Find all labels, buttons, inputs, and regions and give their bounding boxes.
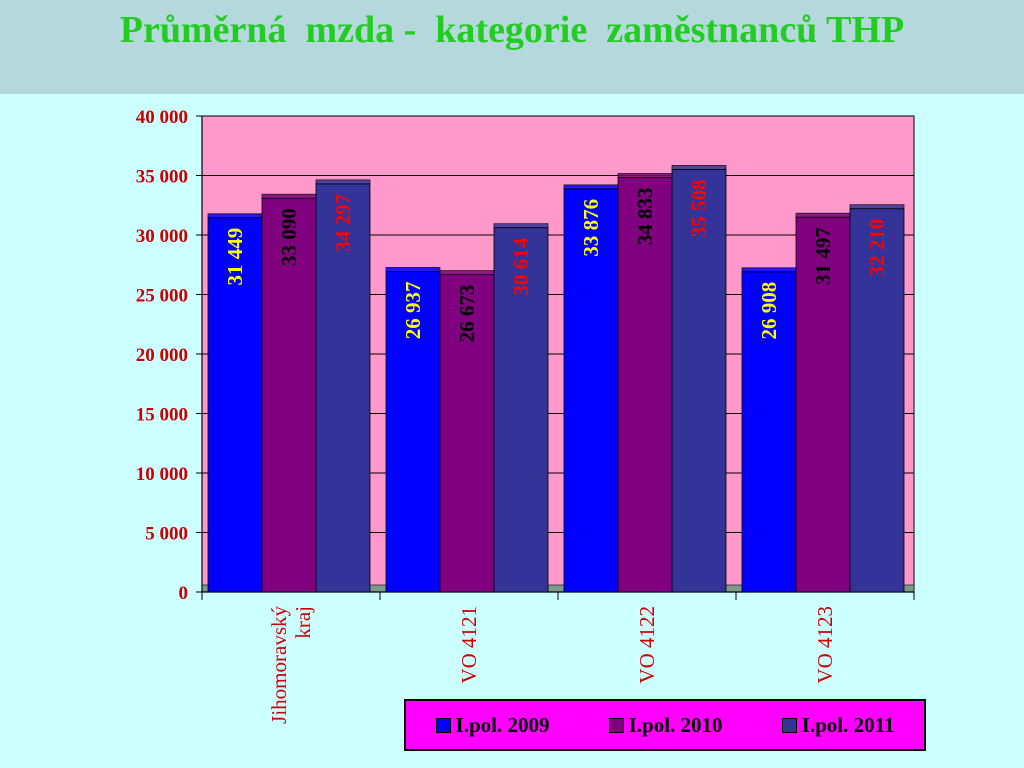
y-tick-label: 40 000 <box>136 107 188 128</box>
bar-2-1 <box>493 227 549 593</box>
bar-top-1-1 <box>439 270 495 275</box>
bar-top-2-0 <box>315 179 371 185</box>
y-tick-label: 20 000 <box>136 345 188 366</box>
bar-top-2-1 <box>493 223 549 229</box>
data-label: 33 090 <box>277 208 301 266</box>
y-tick-label: 15 000 <box>136 405 188 426</box>
legend-swatch-2011 <box>781 717 797 733</box>
x-category-label: VO 4121 <box>457 606 481 684</box>
legend-item-2011: I.pol. 2011 <box>781 712 895 738</box>
x-category-label: Jihomoravskýkraj <box>267 606 315 724</box>
bar-1-3 <box>795 216 851 593</box>
bar-0-0 <box>207 217 263 593</box>
bar-top-0-1 <box>385 267 441 272</box>
bar-0-1 <box>385 271 441 593</box>
data-label: 35 508 <box>687 179 711 237</box>
bar-2-2 <box>671 169 727 593</box>
data-label: 26 673 <box>455 285 479 343</box>
y-tick-label: 35 000 <box>136 167 188 188</box>
bar-top-0-2 <box>563 184 619 190</box>
y-tick-label: 10 000 <box>136 464 188 485</box>
x-category-label-line: VO 4123 <box>813 606 837 684</box>
data-label: 34 297 <box>331 194 355 252</box>
legend-item-2010: I.pol. 2010 <box>608 712 723 738</box>
bar-top-1-2 <box>617 173 673 178</box>
y-tick-label: 30 000 <box>136 226 188 247</box>
x-category-label-line: Jihomoravský <box>267 606 291 724</box>
x-category-label: VO 4123 <box>813 606 837 684</box>
data-label: 31 449 <box>223 228 247 286</box>
x-category-label-line: VO 4121 <box>457 606 481 684</box>
bar-2-3 <box>849 208 905 593</box>
chart-title: Průměrná mzda - kategorie zaměstnanců TH… <box>119 9 905 51</box>
legend-swatch-2009 <box>435 717 451 733</box>
chart-legend: I.pol. 2009 I.pol. 2010 I.pol. 2011 <box>404 699 926 751</box>
legend-label-2011: I.pol. 2011 <box>801 712 895 737</box>
bar-top-1-3 <box>795 212 851 218</box>
title-band <box>0 0 1024 94</box>
x-category-label-line: VO 4122 <box>635 606 659 684</box>
bar-top-0-0 <box>207 213 263 219</box>
y-tick-label: 25 000 <box>136 286 188 307</box>
bar-top-1-0 <box>261 193 317 199</box>
data-label: 26 937 <box>401 281 425 339</box>
data-label: 30 614 <box>509 237 533 295</box>
x-category-label: VO 4122 <box>635 606 659 684</box>
data-label: 32 210 <box>865 219 889 277</box>
bar-1-1 <box>439 274 495 593</box>
bar-1-0 <box>261 197 317 593</box>
data-label: 26 908 <box>757 282 781 340</box>
bar-top-2-3 <box>849 204 905 210</box>
y-tick-label: 5 000 <box>145 524 188 545</box>
data-label: 34 833 <box>633 187 657 245</box>
legend-label-2010: I.pol. 2010 <box>628 712 723 737</box>
legend-item-2009: I.pol. 2009 <box>435 712 550 738</box>
x-category-label-line: kraj <box>291 606 315 639</box>
legend-swatch-2010 <box>608 717 624 733</box>
bar-0-3 <box>741 271 797 593</box>
legend-label-2009: I.pol. 2009 <box>455 712 550 737</box>
data-label: 33 876 <box>579 199 603 257</box>
bar-0-2 <box>563 188 619 593</box>
bar-top-2-2 <box>671 165 727 170</box>
data-label: 31 497 <box>811 227 835 285</box>
bar-top-0-3 <box>741 267 797 273</box>
y-tick-label: 0 <box>179 583 189 604</box>
bar-2-0 <box>315 183 371 593</box>
